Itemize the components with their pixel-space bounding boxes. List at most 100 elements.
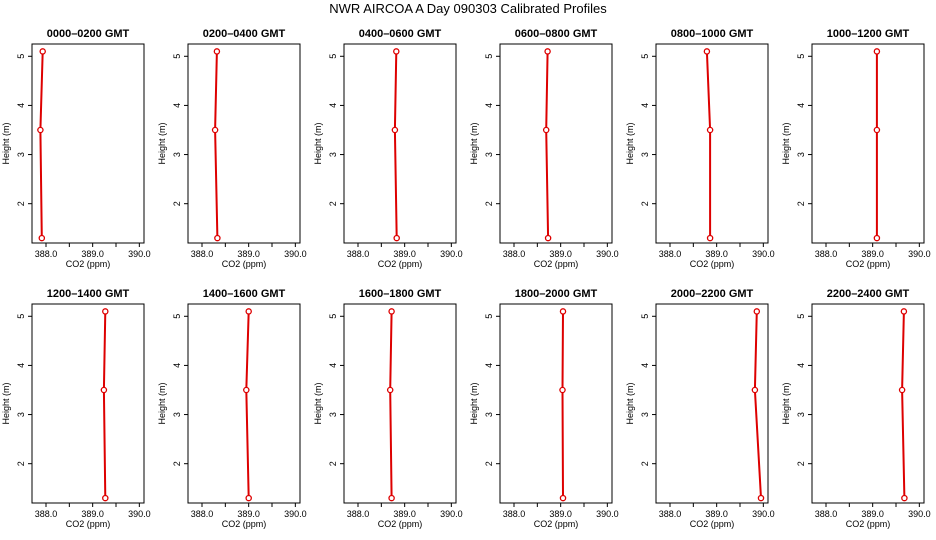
data-point: [214, 234, 221, 242]
x-tick-label: 389.0: [81, 249, 104, 259]
y-tick-label: 2: [640, 461, 650, 466]
y-tick-label: 3: [796, 412, 806, 417]
y-axis-label: Height (m): [781, 382, 791, 424]
x-tick-label: 390.0: [908, 249, 931, 259]
x-tick-label: 390.0: [284, 249, 307, 259]
y-tick-label: 3: [328, 152, 338, 157]
y-tick-label: 4: [484, 103, 494, 108]
x-axis-label: CO2 (ppm): [222, 259, 267, 269]
y-tick-label: 3: [640, 152, 650, 157]
y-tick-label: 3: [16, 152, 26, 157]
x-axis-label: CO2 (ppm): [66, 259, 111, 269]
x-tick-label: 388.0: [503, 509, 526, 519]
y-tick-label: 5: [172, 314, 182, 319]
x-tick-label: 389.0: [549, 509, 572, 519]
y-tick-label: 2: [640, 201, 650, 206]
plot-frame: [31, 43, 145, 244]
x-axis-label: CO2 (ppm): [690, 519, 735, 529]
x-axis-label: CO2 (ppm): [846, 259, 891, 269]
data-point: [559, 308, 567, 315]
x-tick-label: 390.0: [752, 249, 775, 259]
x-axis-label: CO2 (ppm): [846, 519, 891, 529]
y-tick-label: 2: [172, 461, 182, 466]
x-axis-label: CO2 (ppm): [534, 519, 579, 529]
panel-title: 1000–1200 GMT: [827, 28, 910, 40]
y-axis-label: Height (m): [625, 382, 635, 424]
panel-title: 0000–0200 GMT: [47, 28, 130, 40]
x-tick-label: 388.0: [191, 249, 214, 259]
y-axis-label: Height (m): [313, 382, 323, 424]
x-tick-label: 389.0: [81, 509, 104, 519]
y-tick-label: 4: [796, 103, 806, 108]
panel-title: 0200–0400 GMT: [203, 28, 286, 40]
y-tick-label: 3: [640, 412, 650, 417]
data-point: [102, 308, 109, 315]
x-tick-label: 388.0: [347, 249, 370, 259]
y-axis-label: Height (m): [157, 122, 167, 164]
data-point: [213, 48, 221, 55]
x-tick-label: 389.0: [549, 249, 572, 259]
data-point: [100, 386, 108, 394]
x-tick-label: 388.0: [659, 509, 682, 519]
data-point: [873, 234, 881, 242]
y-axis-label: Height (m): [1, 382, 11, 424]
plot-frame: [343, 43, 457, 244]
x-axis-label: CO2 (ppm): [222, 519, 267, 529]
x-tick-label: 390.0: [908, 509, 931, 519]
x-tick-label: 390.0: [284, 509, 307, 519]
plot-frame: [811, 303, 925, 504]
y-tick-label: 4: [484, 363, 494, 368]
plot-frame: [499, 303, 613, 504]
data-point: [102, 494, 109, 502]
data-point: [38, 234, 46, 242]
profile-line: [102, 311, 107, 499]
x-tick-label: 389.0: [393, 249, 416, 259]
plot-frame: [31, 303, 145, 504]
data-point: [559, 494, 567, 502]
x-axis-label: CO2 (ppm): [534, 259, 579, 269]
data-point: [753, 308, 761, 315]
y-tick-label: 3: [796, 152, 806, 157]
y-tick-label: 3: [328, 412, 338, 417]
data-point: [388, 494, 395, 502]
y-tick-label: 4: [640, 103, 650, 108]
data-point: [544, 234, 552, 242]
data-point: [873, 48, 881, 55]
data-point: [873, 126, 881, 134]
y-axis-label: Height (m): [469, 122, 479, 164]
y-tick-label: 4: [796, 363, 806, 368]
profile-line: [39, 51, 44, 239]
x-axis-label: CO2 (ppm): [378, 259, 423, 269]
y-tick-label: 5: [796, 314, 806, 319]
panel-title: 0600–0800 GMT: [515, 28, 598, 40]
data-point: [393, 48, 400, 55]
profile-line: [705, 51, 712, 239]
y-tick-label: 2: [16, 461, 26, 466]
x-tick-label: 390.0: [440, 249, 463, 259]
y-tick-label: 4: [16, 363, 26, 368]
y-tick-label: 5: [172, 54, 182, 59]
data-point: [751, 386, 759, 394]
x-axis-label: CO2 (ppm): [66, 519, 111, 529]
profile-line: [214, 51, 219, 239]
panel-title: 0400–0600 GMT: [359, 28, 442, 40]
y-tick-label: 2: [16, 201, 26, 206]
plot-frame: [187, 303, 301, 504]
data-point: [544, 48, 551, 55]
profile-line: [389, 311, 393, 499]
panel-title: 0800–1000 GMT: [671, 28, 754, 40]
page-title: NWR AIRCOA A Day 090303 Calibrated Profi…: [329, 1, 607, 16]
panel-title: 1200–1400 GMT: [47, 288, 130, 300]
y-tick-label: 5: [640, 54, 650, 59]
x-tick-label: 389.0: [237, 509, 260, 519]
plot-frame: [655, 303, 769, 504]
y-tick-label: 3: [484, 152, 494, 157]
y-tick-label: 2: [328, 461, 338, 466]
data-point: [393, 234, 400, 242]
panel-title: 1400–1600 GMT: [203, 288, 286, 300]
x-tick-label: 388.0: [35, 249, 58, 259]
y-tick-label: 5: [796, 54, 806, 59]
x-tick-label: 390.0: [128, 509, 151, 519]
y-tick-label: 3: [484, 412, 494, 417]
